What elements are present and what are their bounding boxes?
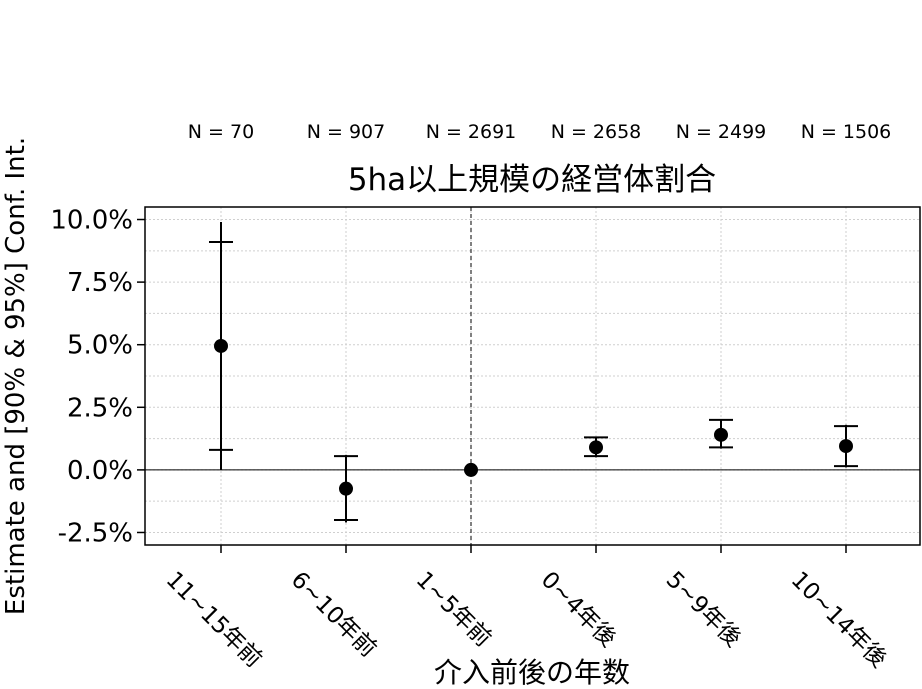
point-estimate — [839, 439, 853, 454]
y-tick-label: 0.0% — [67, 456, 133, 486]
n-label: N = 2658 — [551, 121, 642, 143]
x-tick-label: 10~14年後 — [786, 567, 892, 673]
chart-title: 5ha以上規模の経営体割合 — [348, 162, 716, 198]
y-tick-label: -2.5% — [58, 518, 133, 548]
point-estimate — [464, 462, 478, 477]
y-tick-label: 10.0% — [50, 206, 133, 236]
y-tick-label: 5.0% — [67, 331, 133, 361]
y-tick-label: 7.5% — [67, 268, 133, 298]
n-label: N = 70 — [188, 121, 254, 143]
point-estimate — [214, 338, 228, 353]
grid — [145, 207, 920, 545]
n-label: N = 2499 — [676, 121, 767, 143]
y-tick-label: 2.5% — [67, 393, 133, 423]
plot-frame — [144, 206, 921, 546]
x-tick-label: 6~10年前 — [286, 567, 382, 663]
x-tick-label: 0~4年後 — [536, 567, 621, 652]
point-estimate — [714, 427, 728, 442]
x-tick-label: 5~9年後 — [661, 567, 746, 652]
n-label: N = 907 — [307, 121, 385, 143]
n-label: N = 2691 — [426, 121, 517, 143]
y-axis-label: Estimate and [90% & 95%] Conf. Int. — [1, 137, 31, 615]
reference-lines — [145, 207, 920, 545]
x-tick-label: 1~5年前 — [411, 567, 496, 652]
data-marks — [209, 222, 858, 523]
point-estimate — [589, 440, 603, 455]
x-tick-label: 11~15年前 — [161, 567, 267, 673]
x-axis-label: 介入前後の年数 — [434, 656, 630, 689]
n-label: N = 1506 — [801, 121, 892, 143]
point-estimate — [339, 481, 353, 496]
